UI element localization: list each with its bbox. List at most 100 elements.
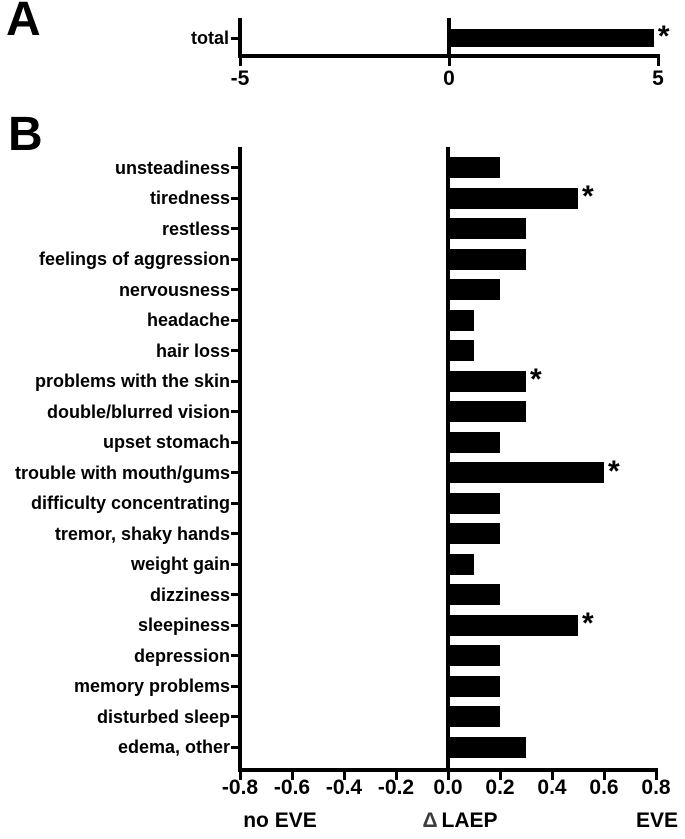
- bar: [448, 431, 500, 453]
- category-label: double/blurred vision: [46, 401, 230, 422]
- bar: [448, 248, 526, 270]
- x-tick: [238, 56, 242, 66]
- category-tick: [231, 532, 240, 535]
- y-axis-line: [238, 18, 242, 56]
- category-label: tiredness: [149, 188, 230, 208]
- significance-asterisk: *: [582, 607, 594, 640]
- x-tick-label: -0.6: [273, 776, 311, 799]
- category-tick: [231, 593, 240, 596]
- x-tick-label: 0.4: [537, 776, 567, 799]
- delta-icon: Δ: [422, 809, 438, 832]
- category-tick: [231, 349, 240, 352]
- category-tick: [231, 288, 240, 291]
- x-tick-label: 0.0: [433, 776, 463, 799]
- bar: [448, 340, 474, 361]
- x-tick: [290, 770, 294, 780]
- x-tick-label: -0.8: [221, 776, 259, 799]
- category-label: memory problems: [73, 676, 230, 696]
- category-tick: [231, 227, 240, 230]
- panel-b-label: B: [8, 108, 43, 161]
- category-tick: [231, 745, 240, 749]
- x-tick-label: 0.8: [641, 776, 671, 799]
- bar: [448, 309, 474, 331]
- x-tick: [394, 770, 398, 780]
- y-axis-line: [238, 147, 242, 770]
- category-label: headache: [146, 310, 230, 330]
- significance-asterisk: *: [530, 363, 542, 396]
- category-tick: [231, 562, 240, 566]
- bar: [448, 187, 578, 209]
- axis-caption-eve: EVE: [635, 809, 678, 832]
- x-tick-label: -0.4: [325, 776, 363, 799]
- axis-caption-no-eve: no EVE: [243, 809, 317, 832]
- x-tick: [446, 770, 450, 780]
- category-tick: [231, 684, 240, 688]
- category-tick: [231, 36, 240, 40]
- x-tick: [654, 770, 658, 780]
- category-label: tremor, shaky hands: [54, 523, 230, 544]
- category-label: dizziness: [149, 584, 230, 605]
- bar: [448, 523, 500, 544]
- bar: [448, 706, 500, 727]
- category-label: difficulty concentrating: [30, 493, 230, 513]
- x-tick-label: -5: [230, 67, 250, 90]
- axis-caption-center-text: LAEP: [441, 809, 498, 832]
- x-tick: [602, 770, 606, 780]
- category-tick: [231, 257, 240, 261]
- category-label: restless: [161, 218, 230, 239]
- category-label: trouble with mouth/gums: [15, 462, 230, 483]
- x-tick: [342, 770, 346, 780]
- x-tick: [447, 56, 451, 66]
- x-tick: [550, 770, 554, 780]
- category-tick: [231, 440, 240, 444]
- bar: [448, 736, 526, 758]
- category-tick: [231, 410, 240, 413]
- category-label: feelings of aggression: [38, 249, 230, 269]
- bar: [448, 645, 500, 666]
- significance-asterisk: *: [657, 20, 670, 53]
- category-tick: [231, 654, 240, 657]
- bar: [448, 675, 500, 697]
- category-label: weight gain: [131, 554, 230, 574]
- category-label: depression: [133, 645, 230, 666]
- category-label: problems with the skin: [34, 371, 230, 391]
- significance-asterisk: *: [608, 454, 620, 488]
- x-tick-label: 0.2: [485, 776, 515, 799]
- category-label: unsteadiness: [114, 157, 230, 178]
- bar: [448, 584, 500, 605]
- bar: [448, 218, 526, 239]
- category-label: disturbed sleep: [96, 706, 230, 727]
- category-tick: [231, 715, 240, 718]
- x-tick: [498, 770, 502, 780]
- category-label: hair loss: [155, 340, 230, 361]
- significance-asterisk: *: [582, 180, 594, 213]
- bar: [448, 492, 500, 514]
- bar: [448, 553, 474, 575]
- x-tick-label: 0: [443, 67, 455, 90]
- category-label: total: [191, 28, 229, 48]
- x-tick-label: 0.6: [589, 776, 619, 799]
- x-tick-label: -0.2: [377, 776, 415, 799]
- bar: [448, 370, 526, 392]
- bar: [449, 29, 654, 47]
- bar: [448, 614, 578, 636]
- category-tick: [231, 471, 240, 474]
- bar: [448, 157, 500, 178]
- bar: [448, 462, 604, 483]
- axis-caption-delta-laep: Δ LAEP: [399, 808, 521, 834]
- category-tick: [231, 166, 240, 169]
- bar: [448, 279, 500, 300]
- category-tick: [231, 623, 240, 627]
- category-label: sleepiness: [137, 615, 230, 635]
- category-label: nervousness: [118, 279, 230, 300]
- category-tick: [231, 379, 240, 383]
- x-tick-label: 5: [652, 67, 664, 90]
- x-tick: [656, 56, 660, 66]
- x-tick: [238, 770, 242, 780]
- category-tick: [231, 501, 240, 505]
- category-tick: [231, 318, 240, 322]
- category-label: upset stomach: [102, 432, 230, 452]
